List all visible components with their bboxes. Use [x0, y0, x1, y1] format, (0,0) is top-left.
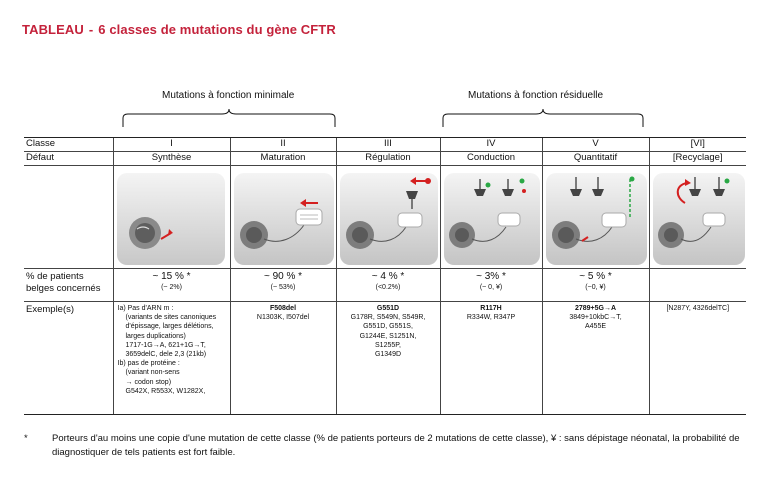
- pct-value: ~ 5 % *: [579, 271, 612, 282]
- classe-cell: IV: [439, 137, 542, 152]
- example-line: d'épissage, larges délétions,: [125, 323, 214, 331]
- example-line: G1349D: [374, 351, 402, 359]
- row-classe: Classe I II III IV V [VI]: [24, 137, 746, 152]
- title-text: 6 classes de mutations du gène CFTR: [98, 22, 336, 37]
- example-line: S1255P,: [375, 341, 401, 349]
- pct-cell: ~ 90 % * (~ 53%): [229, 268, 336, 302]
- classe-cell: III: [335, 137, 440, 152]
- examples-list: [N287Y, 4326delTC]: [650, 302, 747, 315]
- example-line: G551D: [376, 305, 400, 312]
- examples-list: 2789+5G→A 3849+10kbC→T, A455E: [543, 302, 649, 334]
- classe-cell: V: [541, 137, 649, 152]
- examples-list: R117H R334W, R347P: [441, 302, 542, 324]
- example-line: G542X, R553X, W1282X,: [125, 387, 206, 395]
- example-line: R117H: [480, 305, 502, 312]
- example-line: G551D, G551S,: [363, 323, 413, 331]
- row-header-classe: Classe: [24, 137, 113, 152]
- examples-cell: 2789+5G→A 3849+10kbC→T, A455E: [541, 301, 649, 415]
- defaut-cell: Quantitatif: [541, 151, 649, 166]
- illustration-class-2: [229, 165, 336, 269]
- examples-list: F508del N1303K, I507del: [231, 302, 336, 324]
- page-title: TABLEAU -6 classes de mutations du gène C…: [22, 22, 336, 37]
- pct-value: ~ 3% *: [476, 271, 506, 282]
- example-line: 3849+10kbC→T,: [569, 314, 622, 322]
- defaut-cell: Synthèse: [112, 151, 230, 166]
- illustration-class-3: [335, 165, 440, 269]
- cftr-classes-table: Classe I II III IV V [VI] Défaut Synthès…: [24, 137, 746, 415]
- example-line: N1303K, I507del: [256, 314, 310, 322]
- pct-value: ~ 90 % *: [263, 271, 303, 282]
- classe-cell: I: [112, 137, 230, 152]
- row-examples: Exemple(s) Ia) Pas d'ARN m : (variants de…: [24, 301, 747, 415]
- pct-sub-value: (~ 2%): [161, 284, 182, 291]
- defaut-cell: [Recyclage]: [648, 151, 746, 166]
- examples-cell: Ia) Pas d'ARN m : (variants de sites cano…: [112, 301, 230, 415]
- row-header-pct-line1: % de patients: [26, 271, 84, 282]
- row-percentages: % de patients belges concernés ~ 15 % * …: [24, 268, 746, 302]
- defaut-cell: Régulation: [335, 151, 440, 166]
- example-line: (variants de sites canoniques: [125, 314, 217, 322]
- footnote-text: Porteurs d'au moins une copie d'une muta…: [52, 433, 740, 458]
- classe-cell: II: [229, 137, 336, 152]
- pct-cell: ~ 3% * (~ 0, ¥): [439, 268, 542, 302]
- example-line: larges duplications): [125, 332, 186, 340]
- example-line: (variant non-sens: [125, 369, 180, 377]
- defaut-cell: Maturation: [229, 151, 336, 166]
- group-label-minimal: Mutations à fonction minimale: [162, 90, 295, 101]
- examples-cell: F508del N1303K, I507del: [229, 301, 336, 415]
- example-line: A455E: [584, 323, 607, 331]
- examples-list: Ia) Pas d'ARN m : (variants de sites cano…: [114, 302, 230, 398]
- example-line: G1244E, S1251N,: [359, 332, 417, 340]
- footnote-star: *: [24, 433, 28, 444]
- illustration-class-6: [648, 165, 746, 269]
- illustration-class-5: [541, 165, 649, 269]
- row-header-exemples: Exemple(s): [24, 301, 113, 415]
- example-line: F508del: [269, 305, 297, 312]
- pct-value: ~ 15 % *: [152, 271, 191, 282]
- row-defaut: Défaut Synthèse Maturation Régulation Co…: [24, 151, 746, 166]
- illustration-class-1: [112, 165, 230, 269]
- example-line: R334W, R347P: [466, 314, 516, 322]
- row-header-pct-line2: belges concernés: [26, 283, 101, 294]
- row-header-pct: % de patients belges concernés: [24, 268, 113, 302]
- defaut-cell: Conduction: [439, 151, 542, 166]
- pct-sub-value: (~ 53%): [270, 284, 296, 291]
- classe-cell: [VI]: [648, 137, 746, 152]
- example-line: 2789+5G→A: [574, 305, 617, 312]
- pct-cell: ~ 5 % * (~0, ¥): [541, 268, 649, 302]
- footnote: * Porteurs d'au moins une copie d'une mu…: [24, 432, 744, 460]
- pct-sub-value: (~ 0, ¥): [479, 284, 503, 291]
- brace-minimal: [122, 108, 336, 128]
- examples-cell: R117H R334W, R347P: [439, 301, 542, 415]
- example-line: [N287Y, 4326delTC]: [666, 305, 730, 312]
- pct-sub-value: (~0, ¥): [585, 284, 606, 291]
- illustration-class-4: [439, 165, 542, 269]
- example-line: G178R, S549N, S549R,: [350, 314, 426, 322]
- example-line: Ia) Pas d'ARN m :: [117, 305, 174, 312]
- pct-cell: [648, 268, 746, 302]
- pct-sub-value: (<0.2%): [375, 284, 401, 291]
- examples-cell: [N287Y, 4326delTC]: [648, 301, 747, 415]
- example-line: 1717-1G→A, 621+1G→T,: [125, 341, 206, 349]
- row-header-empty: [24, 166, 113, 269]
- brace-residual: [442, 108, 644, 128]
- title-separator: -: [88, 22, 94, 37]
- pct-cell: ~ 15 % * (~ 2%): [112, 268, 230, 302]
- row-header-defaut: Défaut: [24, 151, 113, 166]
- examples-list: G551D G178R, S549N, S549R, G551D, G551S, G1…: [337, 302, 440, 361]
- example-line: 3659delC, dele 2,3 (21kb): [125, 351, 207, 359]
- pct-value: ~ 4 % *: [371, 271, 405, 282]
- row-illustrations: [24, 165, 746, 269]
- examples-cell: G551D G178R, S549N, S549R, G551D, G551S, G1…: [335, 301, 440, 415]
- pct-cell: ~ 4 % * (<0.2%): [335, 268, 440, 302]
- title-label: TABLEAU: [22, 22, 84, 37]
- group-label-residual: Mutations à fonction résiduelle: [468, 90, 604, 101]
- example-line: Ib) pas de protéine :: [117, 360, 180, 368]
- example-line: → codon stop): [125, 378, 172, 386]
